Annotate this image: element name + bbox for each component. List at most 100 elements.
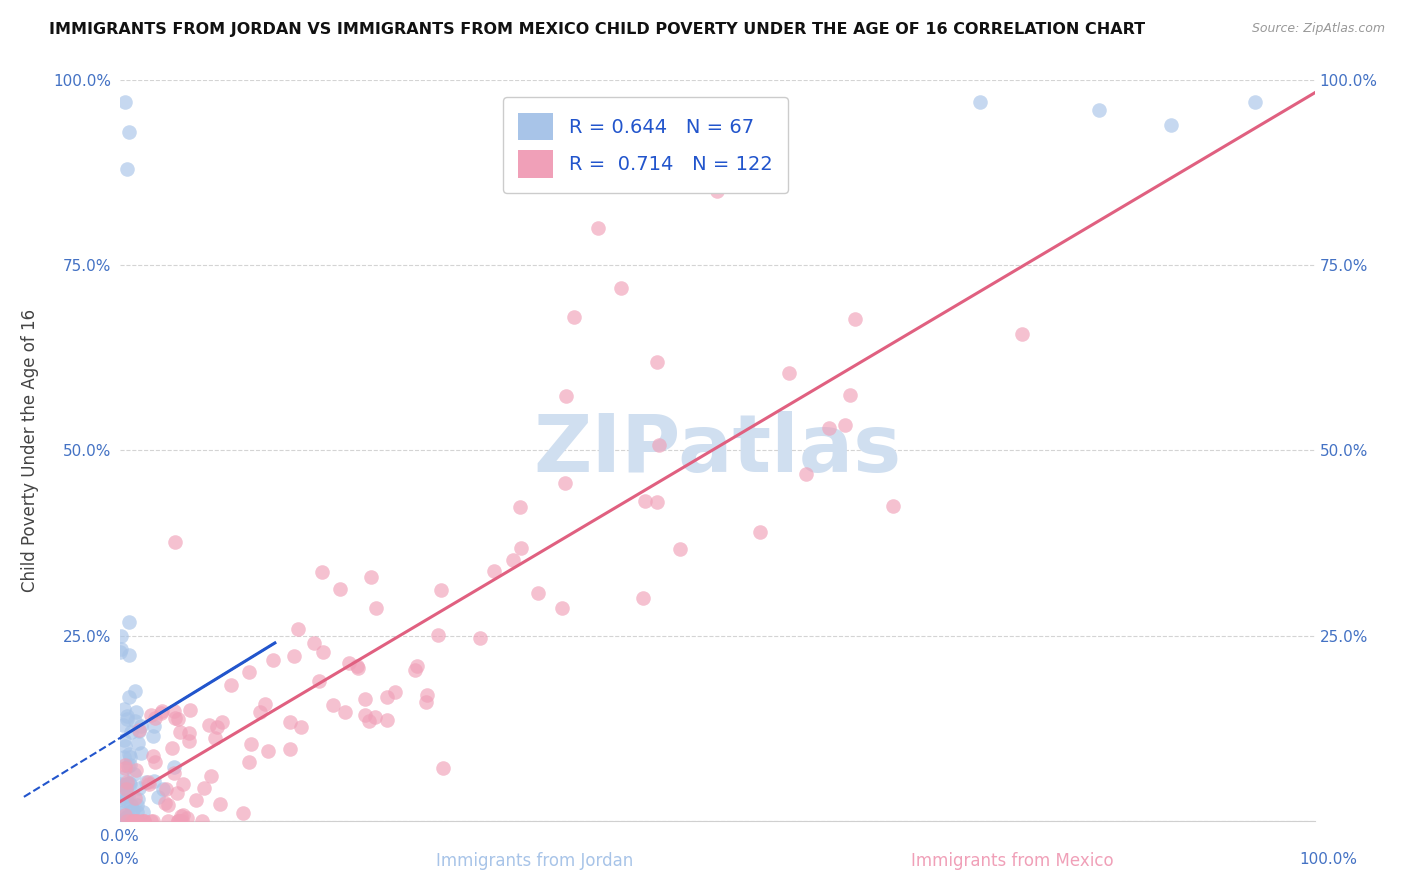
Point — [969, 95, 991, 110]
Point — [794, 467, 817, 482]
Point — [122, 767, 145, 781]
Point — [115, 780, 138, 795]
Point — [706, 184, 728, 198]
Point — [124, 714, 146, 729]
Point — [337, 656, 360, 670]
Point — [169, 814, 191, 828]
Text: Source: ZipAtlas.com: Source: ZipAtlas.com — [1251, 22, 1385, 36]
Point — [645, 494, 668, 508]
Point — [115, 814, 138, 828]
Point — [125, 705, 148, 719]
Point — [114, 762, 136, 776]
Point — [108, 792, 131, 806]
Point — [377, 713, 399, 727]
Point — [121, 814, 143, 828]
Point — [283, 648, 305, 663]
Point — [163, 704, 186, 718]
Point — [302, 635, 325, 649]
Point — [668, 542, 690, 557]
Point — [117, 810, 139, 824]
Point — [166, 814, 188, 828]
Point — [143, 774, 166, 789]
Point — [129, 746, 152, 760]
Point — [143, 711, 166, 725]
Point — [108, 645, 131, 659]
Point — [204, 731, 226, 745]
Point — [110, 629, 132, 643]
Point — [179, 726, 201, 740]
Point — [834, 418, 856, 433]
Point — [134, 814, 156, 828]
Point — [138, 777, 160, 791]
Y-axis label: Child Poverty Under the Age of 16: Child Poverty Under the Age of 16 — [21, 309, 39, 592]
Point — [114, 95, 136, 110]
Point — [114, 758, 136, 772]
Point — [136, 774, 159, 789]
Point — [198, 718, 221, 732]
Point — [240, 737, 263, 751]
Point — [211, 714, 233, 729]
Point — [238, 755, 260, 769]
Point — [142, 719, 165, 733]
Text: Immigrants from Mexico: Immigrants from Mexico — [911, 852, 1114, 870]
Point — [124, 791, 146, 805]
Point — [118, 690, 141, 705]
Point — [287, 623, 309, 637]
Point — [153, 796, 176, 810]
Point — [346, 661, 368, 675]
Point — [163, 760, 186, 774]
Point — [150, 706, 173, 721]
Point — [117, 759, 139, 773]
Point — [112, 750, 135, 764]
Point — [634, 494, 657, 508]
Point — [125, 763, 148, 777]
Point — [125, 814, 148, 828]
Point — [142, 749, 165, 764]
Point — [551, 600, 574, 615]
Point — [169, 725, 191, 739]
Point — [122, 814, 145, 828]
Point — [127, 798, 149, 813]
Point — [115, 782, 138, 797]
Point — [135, 775, 157, 789]
Point — [146, 790, 169, 805]
Point — [118, 615, 141, 629]
Point — [221, 678, 243, 692]
Point — [510, 541, 533, 555]
Point — [353, 692, 375, 706]
Point — [111, 718, 134, 732]
Text: IMMIGRANTS FROM JORDAN VS IMMIGRANTS FROM MEXICO CHILD POVERTY UNDER THE AGE OF : IMMIGRANTS FROM JORDAN VS IMMIGRANTS FRO… — [49, 22, 1146, 37]
Point — [115, 775, 138, 789]
Point — [117, 789, 139, 803]
Point — [127, 814, 149, 828]
Point — [193, 780, 215, 795]
Point — [253, 697, 276, 711]
Point — [166, 786, 188, 800]
Point — [844, 312, 866, 326]
Point — [141, 707, 163, 722]
Point — [117, 747, 139, 761]
Point — [120, 725, 142, 739]
Point — [118, 648, 141, 662]
Point — [128, 781, 150, 796]
Point — [115, 712, 138, 726]
Point — [426, 628, 449, 642]
Point — [117, 810, 139, 824]
Point — [329, 582, 352, 597]
Point — [112, 733, 135, 747]
Point — [128, 723, 150, 737]
Point — [152, 781, 174, 796]
Point — [112, 702, 135, 716]
Point — [335, 705, 357, 719]
Point — [208, 797, 231, 812]
Point — [555, 389, 578, 403]
Point — [172, 808, 194, 822]
Point — [167, 814, 190, 828]
Point — [1160, 118, 1182, 132]
Point — [172, 814, 194, 828]
Point — [124, 684, 146, 698]
Point — [406, 658, 429, 673]
Point — [114, 807, 136, 822]
Point — [322, 698, 344, 712]
Text: 100.0%: 100.0% — [1299, 852, 1358, 867]
